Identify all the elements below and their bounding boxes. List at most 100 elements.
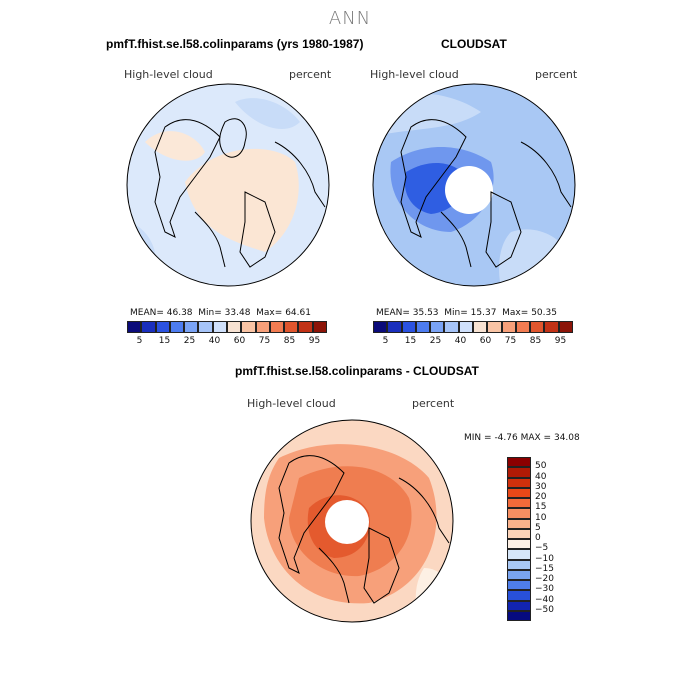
panel3-stats: MIN = -4.76 MAX = 34.08	[464, 433, 580, 443]
colorbar-swatch	[473, 321, 488, 333]
panel1-coastline	[274, 141, 326, 208]
panel3-coastline	[398, 477, 450, 544]
colorbar-swatch	[507, 559, 531, 570]
colorbar-swatch	[507, 590, 531, 601]
panel3-coastline	[318, 547, 350, 604]
panel2-variable: High-level cloud	[370, 68, 459, 81]
colorbar-tick-label: −10	[535, 553, 554, 564]
colorbar-swatch	[444, 321, 459, 333]
colorbar-tick-label: 40	[454, 336, 467, 346]
panel2-colorbar-labels: 5 15 25 40 60 75 85 95	[373, 336, 573, 348]
colorbar-tick-label: −20	[535, 574, 554, 584]
colorbar-swatch	[501, 321, 516, 333]
panel2-units: percent	[535, 68, 578, 81]
colorbar-swatch	[507, 487, 531, 498]
colorbar-swatch	[507, 477, 531, 488]
panel1-variable: High-level cloud	[124, 68, 213, 81]
colorbar-tick-label: 75	[258, 336, 271, 346]
panel1-field-warm	[185, 148, 299, 252]
colorbar-swatch	[415, 321, 431, 333]
colorbar-swatch	[169, 321, 185, 333]
colorbar-tick-label: 20	[535, 492, 547, 502]
panel3-coastline	[278, 455, 345, 574]
panel1-field-cool	[235, 98, 300, 130]
colorbar-swatch	[507, 528, 531, 539]
colorbar-swatch	[515, 321, 531, 333]
colorbar-swatch	[544, 321, 559, 333]
panel2-map-border	[372, 83, 576, 287]
panel1-map	[126, 83, 330, 287]
colorbar-swatch	[269, 321, 285, 333]
panel3-map-border	[250, 419, 454, 623]
colorbar-tick-label: 40	[535, 471, 547, 482]
colorbar-swatch	[127, 321, 142, 333]
colorbar-tick-label: −40	[535, 594, 554, 605]
colorbar-swatch	[198, 321, 213, 333]
panel3-units: percent	[412, 397, 455, 410]
panel2-coastline	[520, 141, 572, 208]
colorbar-tick-label: 5	[382, 336, 389, 346]
colorbar-swatch	[255, 321, 270, 333]
colorbar-tick-label: 25	[183, 336, 196, 346]
colorbar-swatch	[507, 549, 531, 560]
colorbar-tick-label: 85	[529, 336, 542, 346]
panel1-map-border	[126, 83, 330, 287]
panel1-coastline	[219, 118, 247, 158]
panel1-stats: MEAN= 46.38 Min= 33.48 Max= 64.61	[130, 308, 311, 318]
panel2-colorbar	[373, 321, 573, 333]
panel1-colorbar-labels: 5 15 25 40 60 75 85 95	[127, 336, 327, 348]
colorbar-swatch	[141, 321, 156, 333]
colorbar-tick-label: 75	[504, 336, 517, 346]
colorbar-tick-label: 30	[535, 481, 547, 492]
panel3-colorbar	[507, 457, 531, 621]
colorbar-tick-label: 50	[535, 461, 547, 472]
colorbar-swatch	[387, 321, 402, 333]
colorbar-tick-label: 15	[404, 336, 417, 346]
colorbar-swatch	[430, 321, 445, 333]
colorbar-swatch	[487, 321, 502, 333]
colorbar-tick-label: −5	[535, 543, 549, 554]
colorbar-swatch	[401, 321, 416, 333]
colorbar-swatch	[507, 498, 531, 509]
panel1-coastline	[194, 211, 226, 268]
panel1-units: percent	[289, 68, 332, 81]
colorbar-swatch	[155, 321, 170, 333]
colorbar-tick-label: −30	[535, 584, 554, 595]
panel3-field-cool	[251, 588, 276, 622]
panel2-map	[372, 83, 576, 287]
colorbar-swatch	[530, 321, 545, 333]
colorbar-tick-label: 25	[429, 336, 442, 346]
colorbar-tick-label: 5	[136, 336, 143, 346]
panel2-missing-data-hole	[445, 166, 493, 214]
panel2-coastline	[485, 191, 522, 268]
colorbar-tick-label: 85	[283, 336, 296, 346]
colorbar-swatch	[458, 321, 473, 333]
colorbar-tick-label: 15	[158, 336, 171, 346]
colorbar-swatch	[184, 321, 199, 333]
panel3-colorbar-labels: 50 40 30 20 15 10 5 0 −5 −10 −15 −20 −30 −40 −50	[535, 457, 575, 621]
panel1-coastline	[239, 191, 276, 268]
panel3-missing-data-hole	[325, 500, 369, 544]
panel1-colorbar	[127, 321, 327, 333]
page-title: ANN	[328, 8, 372, 29]
colorbar-tick-label: 60	[479, 336, 492, 346]
colorbar-swatch	[373, 321, 388, 333]
panel3-map	[250, 419, 454, 623]
colorbar-swatch	[507, 457, 531, 468]
colorbar-swatch	[507, 580, 531, 591]
colorbar-tick-label: 60	[233, 336, 246, 346]
colorbar-tick-label: −15	[535, 563, 554, 574]
colorbar-swatch	[284, 321, 299, 333]
panel1-title: pmfT.fhist.se.l58.colinparams (yrs 1980-…	[106, 37, 364, 51]
colorbar-swatch	[507, 467, 531, 478]
colorbar-tick-label: 0	[535, 533, 541, 543]
colorbar-tick-label: 15	[535, 502, 547, 513]
panel2-stats: MEAN= 35.53 Min= 15.37 Max= 50.35	[376, 308, 557, 318]
colorbar-tick-label: 95	[554, 336, 567, 346]
colorbar-swatch	[507, 508, 531, 519]
colorbar-swatch	[507, 518, 531, 529]
colorbar-swatch	[312, 321, 327, 333]
colorbar-tick-label: −50	[535, 604, 554, 615]
colorbar-swatch	[507, 569, 531, 580]
colorbar-swatch	[507, 539, 531, 550]
